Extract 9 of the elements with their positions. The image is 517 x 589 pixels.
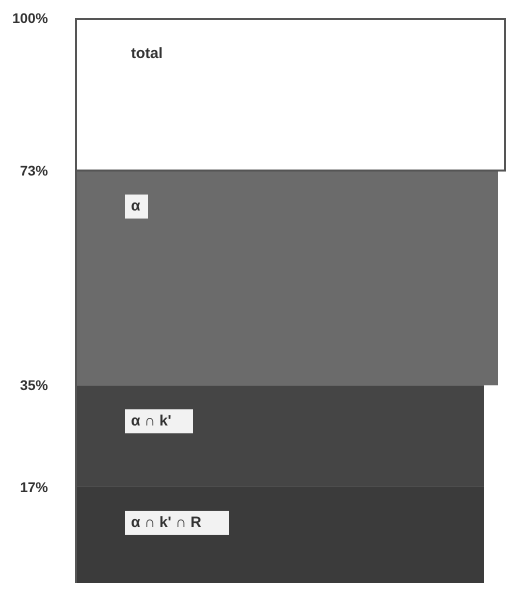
bar <box>76 170 498 386</box>
y-tick-label: 35% <box>20 377 49 394</box>
series-label: total <box>131 45 163 62</box>
series-label: α ∩ k' ∩ R <box>131 514 202 531</box>
y-tick-label: 73% <box>20 162 49 178</box>
y-tick-label: 17% <box>20 478 49 495</box>
series-label: α ∩ k' <box>131 412 172 430</box>
series-label: α <box>131 198 141 215</box>
y-tick-label: 100% <box>12 10 49 26</box>
